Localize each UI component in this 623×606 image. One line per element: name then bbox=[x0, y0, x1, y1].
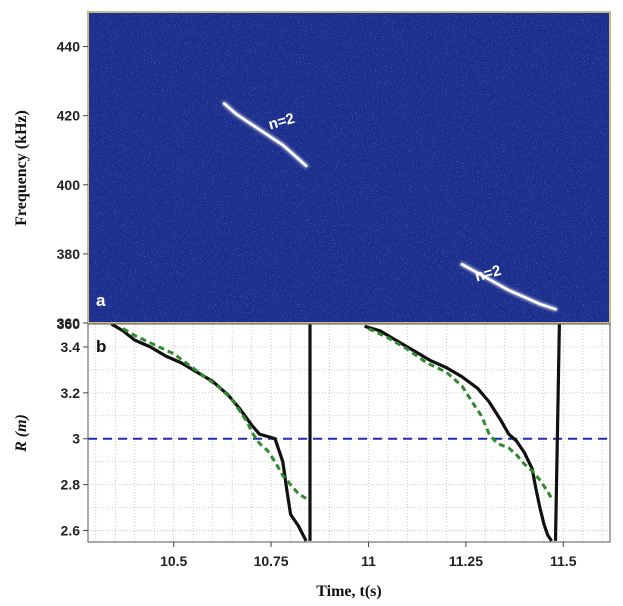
time-tick-label: 10.5 bbox=[160, 553, 187, 569]
radius-series-dashed bbox=[122, 327, 307, 500]
radius-tick-label: 2.8 bbox=[61, 477, 81, 493]
mode-number-label: n=2 bbox=[473, 262, 503, 286]
frequency-tick-label: 360 bbox=[57, 315, 81, 331]
panel-b-label: b bbox=[96, 337, 106, 356]
spectrogram-noise bbox=[88, 12, 610, 323]
radius-tick-label: 3.2 bbox=[61, 385, 81, 401]
radius-series-solid bbox=[364, 324, 553, 542]
panel-a-label: a bbox=[96, 291, 106, 310]
radius-tick-label: 3 bbox=[72, 431, 80, 447]
time-tick-label: 10.75 bbox=[254, 553, 289, 569]
spectrogram-panel: n=2 n=2 360 380 400 420 440 a Frequency (kHz) bbox=[13, 11, 611, 331]
frequency-tick-label: 380 bbox=[57, 246, 81, 262]
time-tick-label: 11 bbox=[361, 553, 376, 569]
mode-number-label: n=2 bbox=[267, 110, 297, 134]
spectrogram-frame bbox=[87, 11, 611, 324]
radius-plot-frame bbox=[87, 323, 611, 543]
mode-trace bbox=[223, 102, 308, 168]
time-axis-label: Time, t(s) bbox=[316, 583, 381, 600]
mode-trace bbox=[460, 262, 557, 311]
time-axis: 10.5 10.75 11 11.25 11.5 bbox=[160, 542, 577, 569]
mode-traces bbox=[221, 101, 558, 312]
frequency-tick-label: 400 bbox=[57, 177, 81, 193]
frequency-tick-label: 420 bbox=[57, 108, 81, 124]
radius-tick-label: 3.4 bbox=[61, 339, 81, 355]
frequency-tick-label: 440 bbox=[57, 39, 81, 55]
time-tick-label: 11.25 bbox=[449, 553, 483, 569]
frequency-tick-label: 360 bbox=[57, 316, 81, 332]
frequency-axis-label: Frequency (kHz) bbox=[13, 110, 30, 226]
radius-series-solid bbox=[553, 324, 561, 541]
radius-series bbox=[88, 324, 610, 542]
radius-axis-label: R (m) bbox=[13, 414, 30, 453]
radius-series-dashed bbox=[367, 327, 553, 500]
frequency-axis: 360 380 400 420 440 bbox=[57, 39, 88, 331]
mode-labels: n=2 n=2 bbox=[267, 110, 503, 286]
radius-axis: 2.6 2.8 3 3.2 3.4 360 bbox=[57, 316, 88, 539]
radius-tick-label: 2.6 bbox=[61, 523, 81, 539]
time-tick-label: 11.5 bbox=[550, 553, 577, 569]
